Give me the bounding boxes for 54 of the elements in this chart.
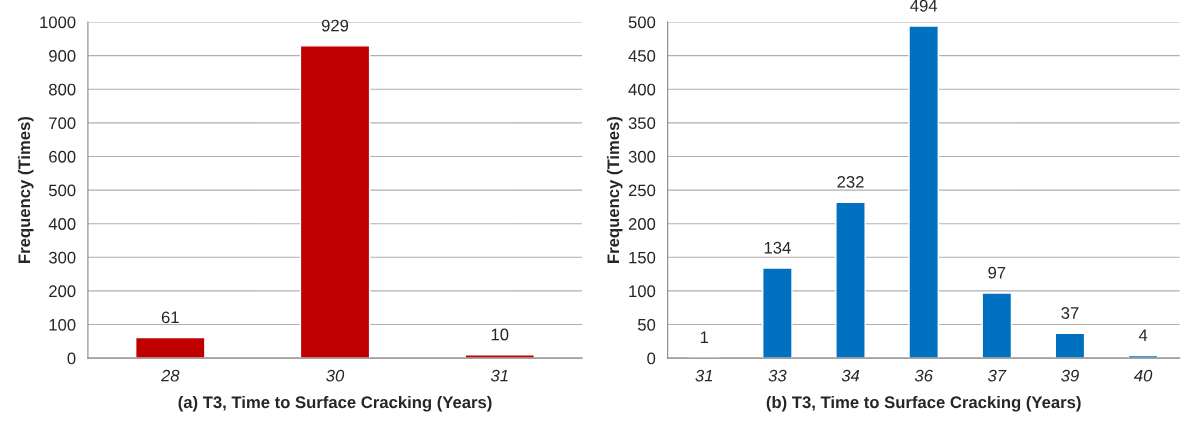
data-label: 232 [837, 175, 864, 188]
y-tick-label: 50 [637, 318, 656, 331]
x-axis-title: (a) T3, Time to Surface Cracking (Years) [178, 395, 492, 412]
data-label: 37 [1061, 307, 1079, 319]
y-tick-label: 1000 [40, 16, 76, 29]
x-tick-label: 37 [987, 369, 1007, 382]
y-tick-label: 0 [67, 352, 76, 365]
x-tick-label: 31 [490, 369, 508, 382]
y-tick-label: 100 [629, 285, 656, 298]
data-label: 929 [321, 19, 349, 32]
x-tick-label: 31 [695, 369, 713, 382]
y-tick-label: 400 [48, 218, 76, 230]
x-axis-title: (b) T3, Time to Surface Cracking (Years) [766, 395, 1081, 412]
y-tick-label: 300 [48, 251, 76, 264]
y-tick-label: 450 [628, 50, 656, 62]
bar [134, 336, 206, 359]
data-label: 10 [491, 328, 509, 341]
data-label: 4 [1138, 329, 1148, 341]
x-tick-label: 36 [914, 369, 933, 382]
y-tick-label: 900 [49, 50, 76, 62]
bar [762, 267, 793, 359]
data-label: 494 [910, 0, 938, 12]
bar [299, 45, 371, 359]
data-label: 97 [988, 266, 1006, 279]
y-tick-label: 100 [49, 318, 76, 331]
x-tick-label: 30 [326, 369, 345, 382]
y-tick-label: 200 [628, 218, 656, 230]
x-tick-label: 39 [1061, 369, 1079, 382]
bar [835, 201, 866, 359]
bar [908, 25, 939, 359]
y-axis-title: Frequency (Times) [17, 116, 34, 263]
y-tick-label: 250 [628, 184, 656, 197]
y-tick-label: 700 [49, 117, 76, 130]
x-tick-label: 34 [841, 369, 860, 382]
y-tick-label: 300 [628, 150, 656, 163]
x-tick-label: 28 [160, 369, 180, 382]
x-tick-label: 33 [768, 369, 787, 382]
y-tick-label: 600 [49, 150, 76, 163]
data-label: 61 [161, 311, 179, 324]
y-tick-label: 800 [49, 83, 76, 96]
y-tick-label: 350 [628, 117, 656, 130]
y-tick-label: 150 [629, 251, 656, 264]
y-tick-label: 500 [48, 184, 76, 197]
data-label: 134 [764, 241, 791, 254]
data-label: 1 [700, 331, 709, 343]
bar [1054, 332, 1086, 359]
x-tick-label: 40 [1133, 369, 1153, 382]
y-tick-label: 0 [647, 352, 656, 365]
bar [464, 354, 536, 359]
y-axis-title: Frequency (Times) [606, 116, 623, 263]
bar [981, 292, 1013, 359]
y-tick-label: 400 [628, 83, 656, 96]
y-tick-label: 500 [628, 16, 656, 29]
y-tick-label: 200 [49, 285, 76, 298]
